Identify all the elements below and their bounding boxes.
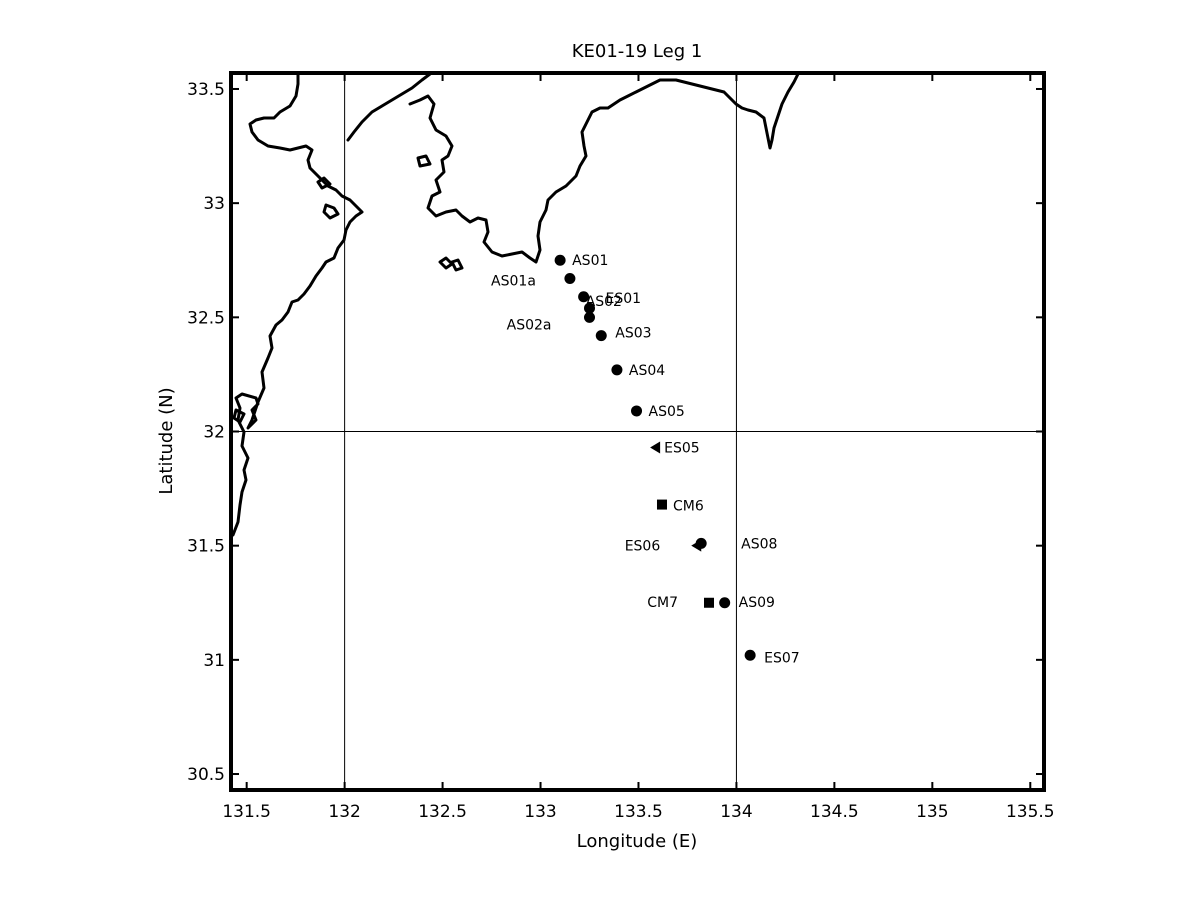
chart-title: KE01-19 Leg 1	[572, 41, 703, 62]
station-label: AS08	[741, 536, 777, 552]
y-tick-label: 33.5	[187, 80, 225, 100]
station-marker	[631, 405, 643, 417]
coastline-kyushu	[231, 72, 364, 537]
x-tick-label: 134.5	[810, 802, 859, 822]
y-tick-label: 33	[203, 194, 225, 214]
station-marker	[695, 537, 707, 549]
grid-lines	[231, 73, 1044, 790]
y-tick-label: 32	[203, 423, 225, 443]
x-tick-label: 135.5	[1006, 802, 1055, 822]
station-label: AS03	[615, 326, 651, 342]
x-axis-label: Longitude (E)	[577, 831, 698, 852]
station-label: AS05	[649, 404, 685, 420]
x-tick-label: 131.5	[222, 802, 271, 822]
y-ticks: 30.5 31 31.5 32 32.5 33 33.5	[187, 80, 1044, 785]
station-label: AS09	[739, 595, 775, 611]
station-label: ES05	[664, 440, 700, 456]
station-marker	[584, 302, 596, 314]
coastline-islands	[232, 154, 464, 424]
coastline-sadamisaki	[346, 72, 432, 142]
station-label: ES06	[625, 539, 661, 555]
station-marker	[578, 291, 590, 303]
station-label: AS04	[629, 363, 665, 379]
station-label: AS01	[572, 253, 608, 269]
station-label: AS01a	[491, 274, 536, 290]
x-tick-label: 133.5	[614, 802, 663, 822]
x-tick-label: 132	[328, 802, 360, 822]
station-marker	[595, 330, 607, 342]
y-axis-label: Latitude (N)	[156, 387, 177, 494]
station-label: CM7	[647, 595, 678, 611]
station-label: AS02	[586, 294, 622, 310]
station-marker	[554, 254, 566, 266]
y-tick-label: 31.5	[187, 537, 225, 557]
x-tick-label: 134	[720, 802, 752, 822]
x-ticks: 131.5 132 132.5 133 133.5 134 134.5 135 135.5	[222, 73, 1055, 822]
y-tick-label: 30.5	[187, 765, 225, 785]
station-marker	[584, 311, 596, 323]
station-marker	[564, 273, 576, 285]
y-tick-label: 31	[203, 651, 225, 671]
station-marker	[650, 441, 661, 454]
station-label: CM6	[673, 499, 704, 515]
x-tick-label: 135	[916, 802, 948, 822]
x-tick-label: 132.5	[418, 802, 467, 822]
coastline	[231, 72, 800, 537]
y-tick-label: 32.5	[187, 308, 225, 328]
station-marker	[744, 649, 756, 661]
station-label: ES01	[606, 291, 642, 307]
coastline-shikoku-sw	[408, 72, 800, 264]
station-label: AS02a	[507, 317, 552, 333]
station-marker	[704, 597, 715, 608]
station-marker	[611, 364, 623, 376]
station-label: ES07	[764, 650, 800, 666]
x-tick-label: 133	[524, 802, 556, 822]
station-marker	[656, 499, 667, 510]
station-marker	[719, 597, 731, 609]
